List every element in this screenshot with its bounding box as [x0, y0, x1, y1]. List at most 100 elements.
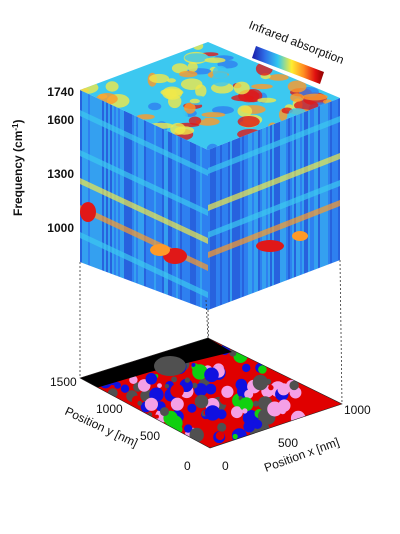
top-blob — [212, 65, 228, 79]
map-patch — [184, 377, 191, 383]
left-band — [80, 110, 208, 176]
map-patch — [252, 374, 269, 391]
right-streak — [234, 98, 236, 310]
top-blob — [251, 83, 273, 90]
left-streak — [140, 90, 142, 310]
left-streak — [136, 90, 138, 310]
map-patch — [192, 364, 208, 380]
map-patch — [191, 382, 198, 389]
top-blob — [268, 74, 289, 81]
left-streak — [202, 90, 204, 310]
map-patch — [137, 400, 143, 406]
position-y-tick-1500: 1500 — [50, 375, 77, 389]
left-streak — [190, 90, 192, 310]
right-streak — [270, 98, 272, 310]
left-streak — [126, 90, 128, 310]
map-patch — [278, 399, 291, 412]
right-streak — [236, 98, 238, 310]
map-patch — [252, 400, 259, 407]
chemical-map-outline — [79, 337, 343, 449]
map-patch — [189, 427, 204, 443]
top-blob — [212, 106, 234, 115]
right-streak — [324, 98, 326, 310]
map-patch — [239, 397, 254, 412]
top-blob — [148, 102, 162, 111]
right-streak — [326, 98, 328, 310]
left-hotspot — [80, 202, 96, 222]
top-blob — [165, 88, 177, 99]
cube-left-face-texture — [80, 90, 208, 310]
left-streak — [168, 90, 170, 310]
frequency-axis-title-close: ) — [11, 120, 25, 124]
right-streak — [244, 98, 246, 310]
position-x-tick-0: 0 — [222, 459, 229, 473]
right-streak — [308, 98, 310, 310]
left-streak — [130, 90, 132, 310]
right-streak — [242, 98, 244, 310]
top-blob — [237, 116, 260, 128]
map-gray-region — [154, 356, 186, 376]
top-blob — [167, 78, 176, 83]
map-patch — [195, 419, 204, 428]
map-patch — [184, 424, 193, 433]
top-blob — [187, 61, 198, 72]
map-patch — [268, 384, 274, 391]
top-blob — [290, 93, 304, 102]
right-streak — [312, 98, 314, 310]
left-streak — [170, 90, 172, 310]
right-streak — [310, 98, 312, 310]
top-blob — [80, 81, 99, 94]
left-streak — [186, 90, 188, 310]
right-streak — [328, 98, 330, 310]
right-streak — [230, 98, 232, 310]
right-streak — [256, 98, 258, 310]
top-blob — [136, 114, 155, 120]
top-blob — [294, 100, 319, 111]
left-streak — [188, 90, 190, 310]
right-streak — [258, 98, 260, 310]
right-streak — [226, 98, 228, 310]
left-streak — [148, 90, 150, 310]
right-streak — [306, 98, 308, 310]
right-streak — [238, 98, 240, 310]
position-y-tick-0: 0 — [184, 459, 191, 473]
left-streak — [80, 90, 82, 310]
left-streak — [92, 90, 94, 310]
left-streak — [84, 90, 86, 310]
frequency-axis-title: Frequency (cm-1) — [11, 120, 26, 216]
map-patch — [217, 422, 227, 432]
map-patch — [224, 360, 241, 376]
right-streak — [294, 98, 296, 310]
top-blob — [149, 73, 170, 84]
left-streak — [198, 90, 200, 310]
left-streak — [94, 90, 96, 310]
right-streak — [254, 98, 256, 310]
map-patch — [242, 363, 251, 373]
right-streak — [272, 98, 274, 310]
map-patch — [317, 396, 331, 410]
map-patch — [266, 368, 274, 376]
right-streak — [298, 98, 300, 310]
map-patch — [191, 363, 196, 367]
left-streak — [134, 90, 136, 310]
right-streak — [264, 98, 266, 310]
left-streak — [138, 90, 140, 310]
map-patch — [114, 382, 121, 389]
right-streak — [240, 98, 242, 310]
left-streak — [166, 90, 168, 310]
left-streak — [86, 90, 88, 310]
map-patch — [120, 384, 130, 393]
right-streak — [228, 98, 230, 310]
right-streak — [266, 98, 268, 310]
map-patch — [154, 414, 159, 419]
right-band — [208, 153, 340, 211]
cube-top-face — [80, 42, 340, 150]
top-blob — [184, 53, 210, 63]
chemical-map-regions — [80, 338, 331, 444]
position-x-tick-500: 500 — [278, 436, 298, 450]
map-patch — [258, 365, 267, 374]
left-streak — [132, 90, 134, 310]
left-streak — [150, 90, 152, 310]
map-patch — [187, 403, 197, 413]
chemical-map — [79, 337, 343, 449]
